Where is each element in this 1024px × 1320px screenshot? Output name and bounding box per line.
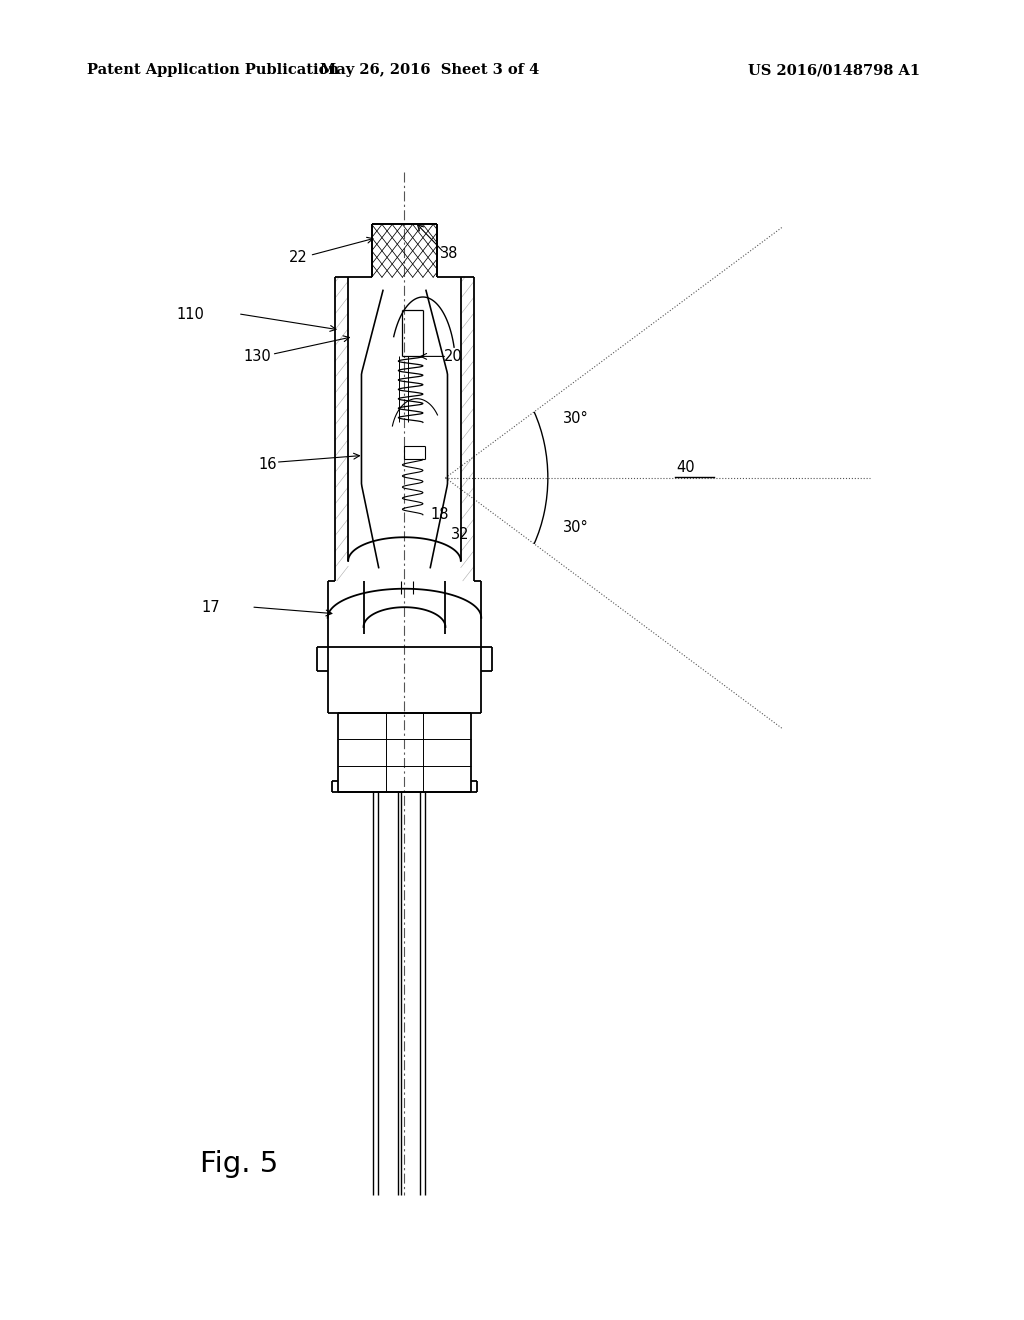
Text: 22: 22	[289, 249, 307, 265]
Text: 30°: 30°	[563, 411, 589, 426]
Text: Fig. 5: Fig. 5	[200, 1150, 278, 1179]
Text: 32: 32	[451, 527, 469, 543]
Text: 16: 16	[258, 457, 276, 473]
Text: 20: 20	[443, 348, 462, 364]
Text: US 2016/0148798 A1: US 2016/0148798 A1	[748, 63, 920, 78]
Text: 38: 38	[440, 246, 459, 261]
Text: 30°: 30°	[563, 520, 589, 536]
Text: May 26, 2016  Sheet 3 of 4: May 26, 2016 Sheet 3 of 4	[321, 63, 540, 78]
Text: 130: 130	[244, 348, 271, 364]
Text: 40: 40	[676, 461, 694, 475]
Text: 110: 110	[177, 306, 205, 322]
Text: 18: 18	[430, 507, 449, 523]
Text: Patent Application Publication: Patent Application Publication	[87, 63, 339, 78]
Text: 17: 17	[202, 599, 220, 615]
